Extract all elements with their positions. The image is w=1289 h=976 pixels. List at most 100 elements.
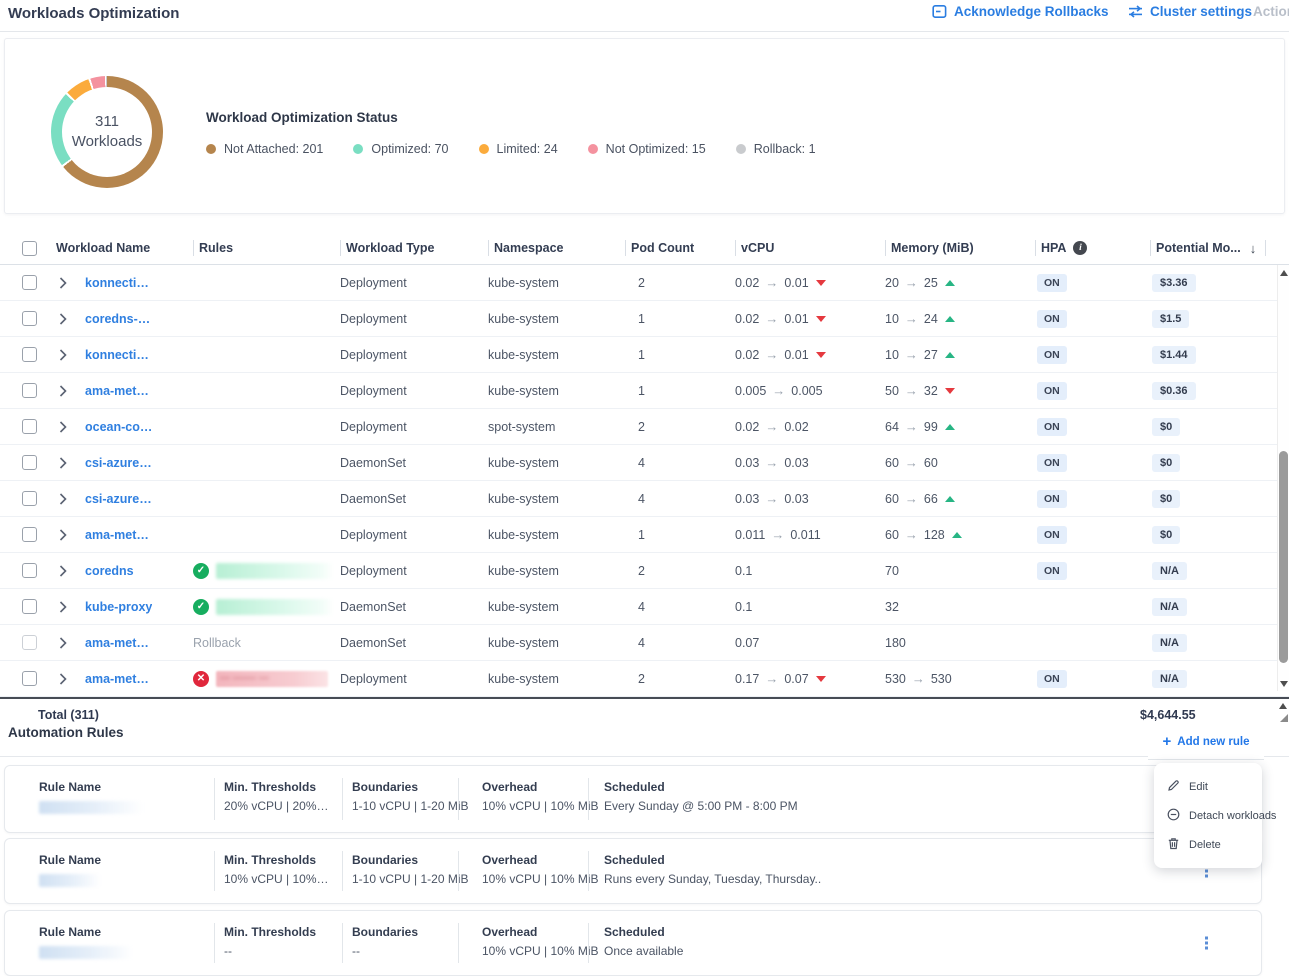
add-new-rule-button[interactable]: + Add new rule [1148,724,1264,760]
top-bar: Workloads Optimization Acknowledge Rollb… [0,0,1289,32]
workload-name-link[interactable]: csi-azure… [85,492,152,506]
column-header-memory-mib-[interactable]: Memory (MiB) [885,232,1035,264]
workload-type-cell: DaemonSet [340,492,488,506]
chevron-right-icon[interactable] [59,493,67,505]
column-header-vcpu[interactable]: vCPU [735,232,885,264]
scroll-down-arrow-icon[interactable] [1280,681,1288,687]
redacted-rule-name[interactable] [216,563,334,579]
column-header-label: Pod Count [631,241,694,255]
row-checkbox[interactable] [22,671,37,686]
row-checkbox[interactable] [22,455,37,470]
menu-item-detach-workloads[interactable]: Detach workloads [1154,801,1262,830]
chevron-right-icon[interactable] [59,313,67,325]
column-header-label: vCPU [741,241,774,255]
legend-dot-icon [588,144,598,154]
metric-to: 0.011 [790,528,820,542]
metric-to: 32 [924,384,938,398]
legend-item-label: Limited: 24 [497,142,558,156]
workload-name-link[interactable]: ama-met… [85,672,149,686]
chevron-right-icon[interactable] [59,637,67,649]
chevron-right-icon[interactable] [59,457,67,469]
arrow-right-icon: → [765,311,778,326]
menu-item-edit[interactable]: Edit [1154,772,1262,801]
chevron-right-icon[interactable] [59,529,67,541]
select-all-checkbox[interactable] [22,241,37,256]
row-expander-cell [50,565,85,577]
row-checkbox[interactable] [22,563,37,578]
hpa-on-badge: ON [1037,562,1067,580]
hpa-on-badge: ON [1037,382,1067,400]
rule-menu-kebab-icon[interactable] [1201,933,1212,954]
page-scroll-up-icon[interactable] [1279,703,1287,709]
workload-name-link[interactable]: konnecti… [85,276,149,290]
potential-value-badge: $0.36 [1152,382,1196,400]
trend-up-icon [945,352,955,358]
chevron-right-icon[interactable] [59,277,67,289]
redacted-rule-name[interactable]: --- ------- --- [216,671,328,687]
column-header-workload-name[interactable]: Workload Name [50,232,193,264]
column-header-potential-mo-[interactable]: Potential Mo...↓ [1150,232,1265,264]
chevron-right-icon[interactable] [59,565,67,577]
workload-name-link[interactable]: csi-azure… [85,456,152,470]
row-expander-cell [50,421,85,433]
workload-name-link[interactable]: ocean-co… [85,420,152,434]
memory-cell: 70 [885,564,1035,578]
hpa-on-badge: ON [1037,670,1067,688]
row-checkbox[interactable] [22,311,37,326]
table-scrollbar[interactable] [1277,265,1289,691]
scrollbar-thumb[interactable] [1279,451,1288,663]
info-icon[interactable]: i [1073,241,1087,255]
redacted-rule-name [39,801,143,814]
row-checkbox[interactable] [22,491,37,506]
actions-button[interactable]: Action [1253,4,1289,19]
workload-type: DaemonSet [340,492,406,506]
column-header-pod-count[interactable]: Pod Count [625,232,735,264]
donut-total-value: 311 [95,112,119,132]
workload-name-link[interactable]: coredns [85,564,134,578]
workload-type-cell: Deployment [340,420,488,434]
column-header-namespace[interactable]: Namespace [488,232,625,264]
row-checkbox[interactable] [22,275,37,290]
potential-cell: $1.44 [1150,346,1265,364]
pod-count-cell: 2 [625,564,735,578]
namespace-cell: kube-system [488,312,625,326]
column-header-workload-type[interactable]: Workload Type [340,232,488,264]
workload-name-link[interactable]: ama-met… [85,636,149,650]
chevron-right-icon[interactable] [59,349,67,361]
detach-icon [1167,808,1180,824]
workload-name-link[interactable]: ama-met… [85,528,149,542]
workload-name-link[interactable]: kube-proxy [85,600,152,614]
chevron-right-icon[interactable] [59,601,67,613]
workload-name-link[interactable]: ama-met… [85,384,149,398]
arrow-right-icon: → [772,383,785,398]
potential-value-badge: $0 [1152,526,1180,544]
cluster-settings-button[interactable]: Cluster settings [1128,4,1252,19]
metric-from: 0.005 [735,384,766,398]
sort-desc-icon[interactable]: ↓ [1250,241,1257,256]
pod-count-cell: 4 [625,456,735,470]
redacted-rule-name[interactable] [216,599,334,615]
chevron-right-icon[interactable] [59,421,67,433]
row-checkbox[interactable] [22,599,37,614]
pod-count-cell: 1 [625,528,735,542]
row-checkbox[interactable] [22,635,37,650]
menu-item-delete[interactable]: Delete [1154,830,1262,859]
scroll-up-arrow-icon[interactable] [1280,270,1288,276]
row-checkbox[interactable] [22,347,37,362]
column-header-hpa[interactable]: HPAi [1035,232,1150,264]
rule-context-menu: EditDetach workloadsDelete [1154,763,1262,868]
chevron-right-icon[interactable] [59,385,67,397]
column-header-rules[interactable]: Rules [193,232,340,264]
workload-name-link[interactable]: coredns-… [85,312,150,326]
row-checkbox[interactable] [22,527,37,542]
acknowledge-rollbacks-button[interactable]: Acknowledge Rollbacks [932,4,1109,19]
workload-name-link[interactable]: konnecti… [85,348,149,362]
potential-value-badge: $0 [1152,418,1180,436]
scheduled-value: Runs every Sunday, Tuesday, Thursday.. [604,872,1261,886]
pod-count: 2 [638,420,645,434]
total-potential-value: $4,644.55 [1140,708,1196,722]
chevron-right-icon[interactable] [59,673,67,685]
sliders-icon [1128,4,1143,19]
row-checkbox[interactable] [22,419,37,434]
row-checkbox[interactable] [22,383,37,398]
